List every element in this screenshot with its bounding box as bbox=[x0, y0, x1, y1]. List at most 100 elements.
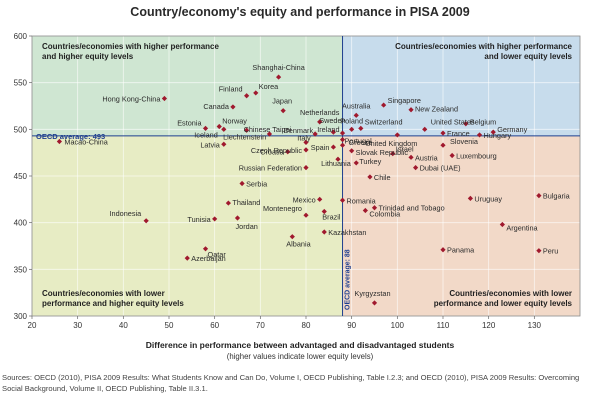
data-point bbox=[202, 125, 209, 131]
data-label: Denmark bbox=[284, 126, 314, 135]
data-label: Finland bbox=[219, 85, 243, 94]
data-point bbox=[490, 129, 496, 135]
data-label: Singapore bbox=[388, 96, 421, 105]
data-point bbox=[266, 131, 273, 137]
data-point bbox=[184, 255, 190, 261]
data-label: New Zealand bbox=[415, 105, 458, 114]
data-label: Latvia bbox=[200, 140, 220, 149]
data-point bbox=[234, 215, 241, 221]
data-point bbox=[280, 108, 286, 114]
data-point bbox=[440, 247, 446, 253]
data-point bbox=[221, 141, 227, 147]
data-point bbox=[408, 154, 414, 160]
data-point bbox=[303, 139, 309, 145]
data-label: Lithuania bbox=[321, 159, 352, 168]
data-label: Jordan bbox=[236, 222, 258, 231]
data-label: Brazil bbox=[322, 212, 341, 221]
quadrant-top-right bbox=[342, 36, 580, 136]
x-tick-label: 100 bbox=[391, 321, 405, 330]
data-label: Liechtenstein bbox=[223, 132, 266, 141]
data-label: Panama bbox=[447, 246, 475, 255]
data-points bbox=[56, 74, 542, 306]
oecd-average-y-label: OECD average: 493 bbox=[36, 132, 105, 141]
data-point bbox=[225, 200, 231, 206]
data-point bbox=[244, 93, 250, 99]
data-label: Serbia bbox=[246, 179, 268, 188]
data-label: Italy bbox=[297, 133, 311, 142]
data-point bbox=[339, 137, 346, 143]
x-tick-label: 120 bbox=[482, 321, 496, 330]
x-tick-label: 110 bbox=[437, 321, 450, 330]
data-point bbox=[394, 132, 400, 138]
data-point bbox=[440, 130, 446, 136]
data-point bbox=[422, 126, 428, 132]
data-label: Luxembourg bbox=[456, 151, 497, 160]
x-axis-label: Difference in performance between advant… bbox=[146, 340, 455, 350]
x-tick-label: 60 bbox=[210, 321, 219, 330]
data-label: Canada bbox=[203, 102, 230, 111]
data-point bbox=[536, 248, 542, 254]
data-label: Hong Kong-China bbox=[102, 95, 161, 104]
data-label: Bulgaria bbox=[543, 192, 571, 201]
data-label: Russian Federation bbox=[239, 164, 302, 173]
data-point bbox=[303, 147, 309, 153]
data-point bbox=[353, 112, 359, 118]
data-label: Azerbaijan bbox=[191, 254, 225, 263]
data-label: Chinese Taipei bbox=[244, 125, 292, 134]
data-label: Tunisia bbox=[187, 215, 211, 224]
data-point bbox=[440, 142, 446, 148]
data-point bbox=[499, 221, 505, 228]
y-tick-label: 450 bbox=[14, 172, 28, 181]
y-tick-label: 300 bbox=[14, 312, 28, 321]
data-label: Peru bbox=[543, 247, 558, 256]
data-label: France bbox=[447, 129, 470, 138]
data-label: Argentina bbox=[506, 224, 538, 233]
data-point bbox=[536, 193, 542, 199]
data-label: Estonia bbox=[177, 118, 202, 127]
data-label: Indonesia bbox=[110, 209, 143, 218]
data-point bbox=[330, 129, 336, 135]
data-point bbox=[371, 205, 378, 211]
data-label: Thailand bbox=[232, 198, 260, 207]
data-point bbox=[381, 102, 387, 108]
data-point bbox=[285, 149, 291, 155]
data-label: Spain bbox=[311, 143, 330, 152]
data-point bbox=[367, 174, 373, 180]
data-label: Netherlands bbox=[300, 108, 340, 117]
quadrant-label-top-left: Countries/economies with higher performa… bbox=[42, 42, 219, 61]
data-point bbox=[230, 104, 236, 110]
source-note-line-2: Social Background, Volume II, OECD Publi… bbox=[2, 384, 208, 393]
data-label: Sweden bbox=[319, 116, 345, 125]
data-point bbox=[239, 180, 245, 187]
data-label: Korea bbox=[259, 82, 279, 91]
data-point bbox=[253, 90, 259, 96]
data-point bbox=[212, 216, 218, 222]
data-label: Colombia bbox=[369, 210, 401, 219]
data-label: Japan bbox=[272, 97, 292, 106]
x-tick-label: 80 bbox=[302, 321, 311, 330]
data-label: Poland bbox=[340, 116, 363, 125]
data-label: Macao-China bbox=[64, 137, 108, 146]
data-label: Uruguay bbox=[474, 194, 502, 203]
data-label: Trinidad and Tobago bbox=[379, 204, 445, 213]
data-point bbox=[216, 123, 222, 130]
data-point bbox=[390, 151, 396, 157]
data-label: Israel bbox=[396, 145, 414, 154]
data-label: Mexico bbox=[293, 195, 316, 204]
quadrant-label-top-right: Countries/economies with higher performa… bbox=[395, 42, 572, 61]
data-point bbox=[339, 130, 346, 136]
data-label: Iceland bbox=[194, 130, 218, 139]
data-label: Albania bbox=[286, 240, 311, 249]
data-point bbox=[161, 95, 168, 102]
y-tick-label: 550 bbox=[14, 79, 28, 88]
x-tick-label: 40 bbox=[119, 321, 128, 330]
data-label: United Kingdom bbox=[365, 139, 417, 148]
data-point bbox=[317, 119, 323, 125]
data-label: Hungary bbox=[484, 131, 512, 140]
data-label: Croatia bbox=[260, 148, 284, 157]
data-label: Slovak Republic bbox=[356, 148, 409, 157]
data-point bbox=[143, 218, 149, 224]
data-label: Chile bbox=[374, 173, 391, 182]
data-point bbox=[303, 212, 309, 218]
